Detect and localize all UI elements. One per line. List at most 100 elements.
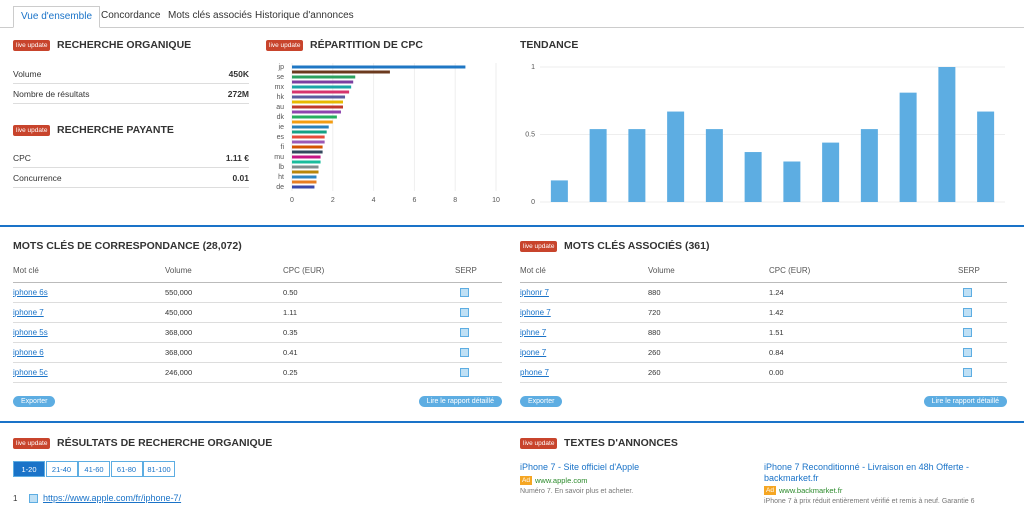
tab[interactable]: Concordance	[101, 10, 161, 21]
row-line	[13, 382, 502, 383]
export-button[interactable]: Exporter	[13, 396, 56, 407]
cell: 1.11	[283, 308, 298, 317]
page-button[interactable]: 61-80	[110, 461, 143, 477]
column-header: Volume	[648, 266, 675, 275]
bar	[292, 160, 321, 164]
serp-icon[interactable]	[460, 328, 469, 337]
ad-title[interactable]: iPhone 7 Reconditionné - Livraison en 48…	[764, 462, 969, 483]
keyword-link[interactable]: iphne 7	[520, 328, 547, 337]
export-button[interactable]: Exporter	[520, 396, 563, 407]
bar	[292, 185, 315, 189]
tab[interactable]: Historique d'annonces	[255, 10, 354, 21]
page-button[interactable]: 81-100	[143, 461, 175, 477]
x-tick-label: 4	[372, 197, 376, 204]
row-line	[520, 382, 1007, 383]
site-icon	[29, 494, 38, 503]
bar	[292, 110, 341, 114]
cell: 260	[648, 368, 661, 377]
y-tick-label: fi	[281, 144, 285, 151]
y-tick-label: 1	[531, 64, 535, 71]
bar	[550, 180, 568, 202]
row-line	[13, 83, 249, 84]
y-tick-label: mu	[274, 154, 284, 161]
divider	[0, 225, 1024, 227]
tab[interactable]: Vue d'ensemble	[13, 6, 101, 28]
kv-value: 450K	[228, 69, 249, 79]
title: TEXTES D'ANNONCES	[564, 437, 678, 449]
title: MOTS CLÉS DE CORRESPONDANCE (28,072)	[13, 240, 242, 252]
keyword-link[interactable]: iphone 6	[13, 348, 44, 357]
serp-icon[interactable]	[460, 368, 469, 377]
serp-icon[interactable]	[963, 368, 972, 377]
serp-icon[interactable]	[963, 348, 972, 357]
page-button[interactable]: 1-20	[13, 461, 45, 477]
ad-title[interactable]: iPhone 7 - Site officiel d'Apple	[520, 462, 640, 472]
bar	[705, 129, 723, 202]
y-tick-label: lb	[279, 164, 285, 171]
bar	[292, 95, 346, 99]
column-header: CPC (EUR)	[283, 266, 325, 275]
column-header: SERP	[958, 266, 980, 275]
bar	[938, 67, 956, 202]
keyword-link[interactable]: iphone 6s	[13, 288, 48, 297]
ad-url: www.backmarket.fr	[779, 486, 843, 495]
y-tick-label: hk	[277, 94, 285, 101]
serp-icon[interactable]	[963, 308, 972, 317]
cell: 0.25	[283, 368, 298, 377]
serp-icon[interactable]	[460, 308, 469, 317]
row-line	[520, 362, 1007, 363]
y-tick-label: se	[277, 74, 285, 81]
result-link[interactable]: https://www.apple.com/fr/iphone-7/	[43, 493, 182, 503]
header-line	[13, 282, 502, 283]
page-button[interactable]: 41-60	[78, 461, 110, 477]
kv-value: 272M	[227, 89, 249, 99]
serp-icon[interactable]	[460, 348, 469, 357]
serp-icon[interactable]	[963, 288, 972, 297]
title: RECHERCHE ORGANIQUE	[57, 39, 192, 51]
kv-label: CPC	[13, 153, 31, 163]
title: RECHERCHE PAYANTE	[57, 124, 174, 136]
bar	[292, 115, 337, 119]
row-line	[13, 362, 502, 363]
kv-label: Volume	[13, 69, 42, 79]
column-header: Volume	[165, 266, 192, 275]
y-tick-label: 0	[531, 199, 535, 206]
keyword-link[interactable]: iphonr 7	[520, 288, 549, 297]
title: MOTS CLÉS ASSOCIÉS (361)	[564, 240, 710, 252]
chart-title: RÉPARTITION DE CPC	[310, 39, 423, 51]
bar	[292, 165, 319, 169]
y-tick-label: es	[277, 134, 285, 141]
keyword-link[interactable]: iphone 7	[520, 308, 551, 317]
serp-icon[interactable]	[460, 288, 469, 297]
keyword-link[interactable]: ipone 7	[520, 348, 547, 357]
report-button[interactable]: Lire le rapport détaillé	[418, 396, 502, 407]
cell: 0.50	[283, 288, 298, 297]
bar	[292, 90, 350, 94]
keyword-link[interactable]: phone 7	[520, 368, 549, 377]
bar	[783, 161, 801, 202]
ad-url: www.apple.com	[535, 476, 588, 485]
cell: 1.51	[769, 328, 784, 337]
bar	[977, 111, 995, 202]
serp-icon[interactable]	[963, 328, 972, 337]
badge: live update	[266, 40, 304, 51]
page-button[interactable]: 21-40	[45, 461, 78, 477]
bar	[292, 120, 333, 124]
report-button[interactable]: Lire le rapport détaillé	[923, 396, 1007, 407]
row-line	[520, 302, 1007, 303]
keyword-link[interactable]: iphone 5c	[13, 368, 48, 377]
bar	[292, 150, 323, 154]
y-tick-label: mx	[275, 84, 285, 91]
bar	[860, 129, 878, 202]
cell: 880	[648, 328, 661, 337]
keyword-link[interactable]: iphone 5s	[13, 328, 48, 337]
column-header: Mot clé	[520, 266, 546, 275]
keyword-link[interactable]: iphone 7	[13, 308, 44, 317]
x-tick-label: 2	[331, 197, 335, 204]
y-tick-label: jp	[278, 64, 285, 71]
bar	[292, 125, 329, 129]
ad-label: Ad	[520, 476, 532, 485]
tab[interactable]: Mots clés associés	[168, 10, 252, 21]
x-tick-label: 8	[453, 197, 457, 204]
